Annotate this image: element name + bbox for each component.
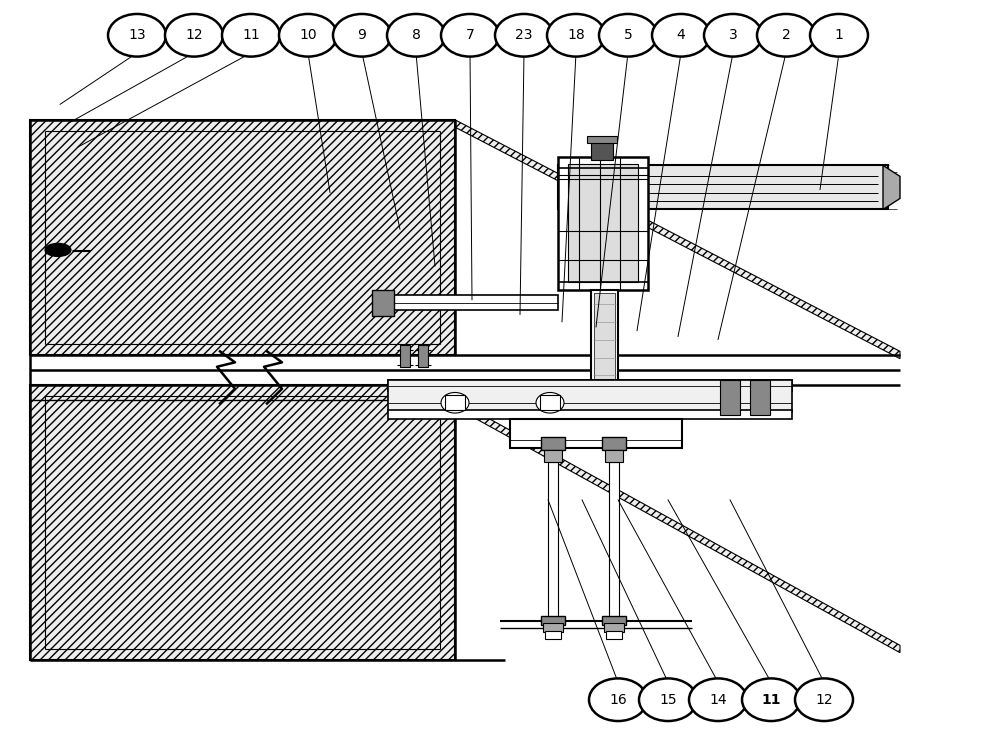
Text: 4: 4 — [677, 28, 685, 43]
Bar — [543, 623, 563, 632]
Circle shape — [652, 14, 710, 57]
Circle shape — [441, 392, 469, 413]
Bar — [540, 395, 560, 410]
Bar — [602, 616, 626, 625]
Bar — [591, 142, 613, 160]
Circle shape — [108, 14, 166, 57]
Circle shape — [639, 678, 697, 721]
Text: 11: 11 — [242, 28, 260, 43]
Circle shape — [495, 14, 553, 57]
Polygon shape — [30, 120, 455, 355]
Text: 16: 16 — [609, 692, 627, 707]
Circle shape — [757, 14, 815, 57]
Ellipse shape — [45, 243, 71, 257]
Bar — [372, 290, 394, 316]
Circle shape — [165, 14, 223, 57]
Polygon shape — [455, 120, 900, 359]
Bar — [418, 345, 428, 367]
Text: 11: 11 — [761, 692, 781, 707]
Text: 3: 3 — [729, 28, 737, 43]
Circle shape — [536, 392, 564, 413]
Circle shape — [599, 14, 657, 57]
Text: 1: 1 — [835, 28, 843, 43]
Text: 5: 5 — [624, 28, 632, 43]
Text: 9: 9 — [358, 28, 366, 43]
Text: 14: 14 — [709, 692, 727, 707]
Bar — [604, 623, 624, 632]
Text: 10: 10 — [299, 28, 317, 43]
Bar — [609, 462, 619, 620]
Bar — [750, 380, 770, 415]
Bar — [390, 295, 558, 310]
Circle shape — [441, 14, 499, 57]
Bar — [388, 380, 792, 391]
Circle shape — [222, 14, 280, 57]
Circle shape — [333, 14, 391, 57]
Bar — [720, 380, 740, 415]
Circle shape — [589, 678, 647, 721]
Bar — [568, 164, 638, 282]
Circle shape — [704, 14, 762, 57]
Circle shape — [795, 678, 853, 721]
Text: 8: 8 — [412, 28, 420, 43]
Bar — [510, 419, 682, 448]
Bar — [605, 450, 623, 462]
Bar — [388, 410, 792, 419]
Text: 7: 7 — [466, 28, 474, 43]
Polygon shape — [883, 165, 900, 209]
Bar — [400, 345, 410, 367]
Bar — [548, 462, 558, 620]
Circle shape — [810, 14, 868, 57]
Circle shape — [689, 678, 747, 721]
Bar — [606, 631, 622, 639]
Bar — [445, 395, 465, 410]
Circle shape — [742, 678, 800, 721]
Circle shape — [387, 14, 445, 57]
Bar — [541, 437, 565, 450]
Text: 23: 23 — [515, 28, 533, 43]
Bar — [544, 450, 562, 462]
Bar — [545, 631, 561, 639]
Bar — [558, 157, 648, 290]
Polygon shape — [455, 400, 900, 653]
Text: 12: 12 — [815, 692, 833, 707]
Text: 18: 18 — [567, 28, 585, 43]
Bar — [558, 165, 888, 209]
Bar — [591, 290, 618, 408]
Circle shape — [279, 14, 337, 57]
Text: 2: 2 — [782, 28, 790, 43]
Text: 15: 15 — [659, 692, 677, 707]
Text: 13: 13 — [128, 28, 146, 43]
Circle shape — [547, 14, 605, 57]
Bar — [541, 616, 565, 625]
Bar — [594, 293, 615, 404]
Polygon shape — [30, 385, 455, 660]
Bar — [388, 380, 792, 412]
Bar — [602, 437, 626, 450]
Text: 12: 12 — [185, 28, 203, 43]
Bar — [587, 136, 617, 143]
